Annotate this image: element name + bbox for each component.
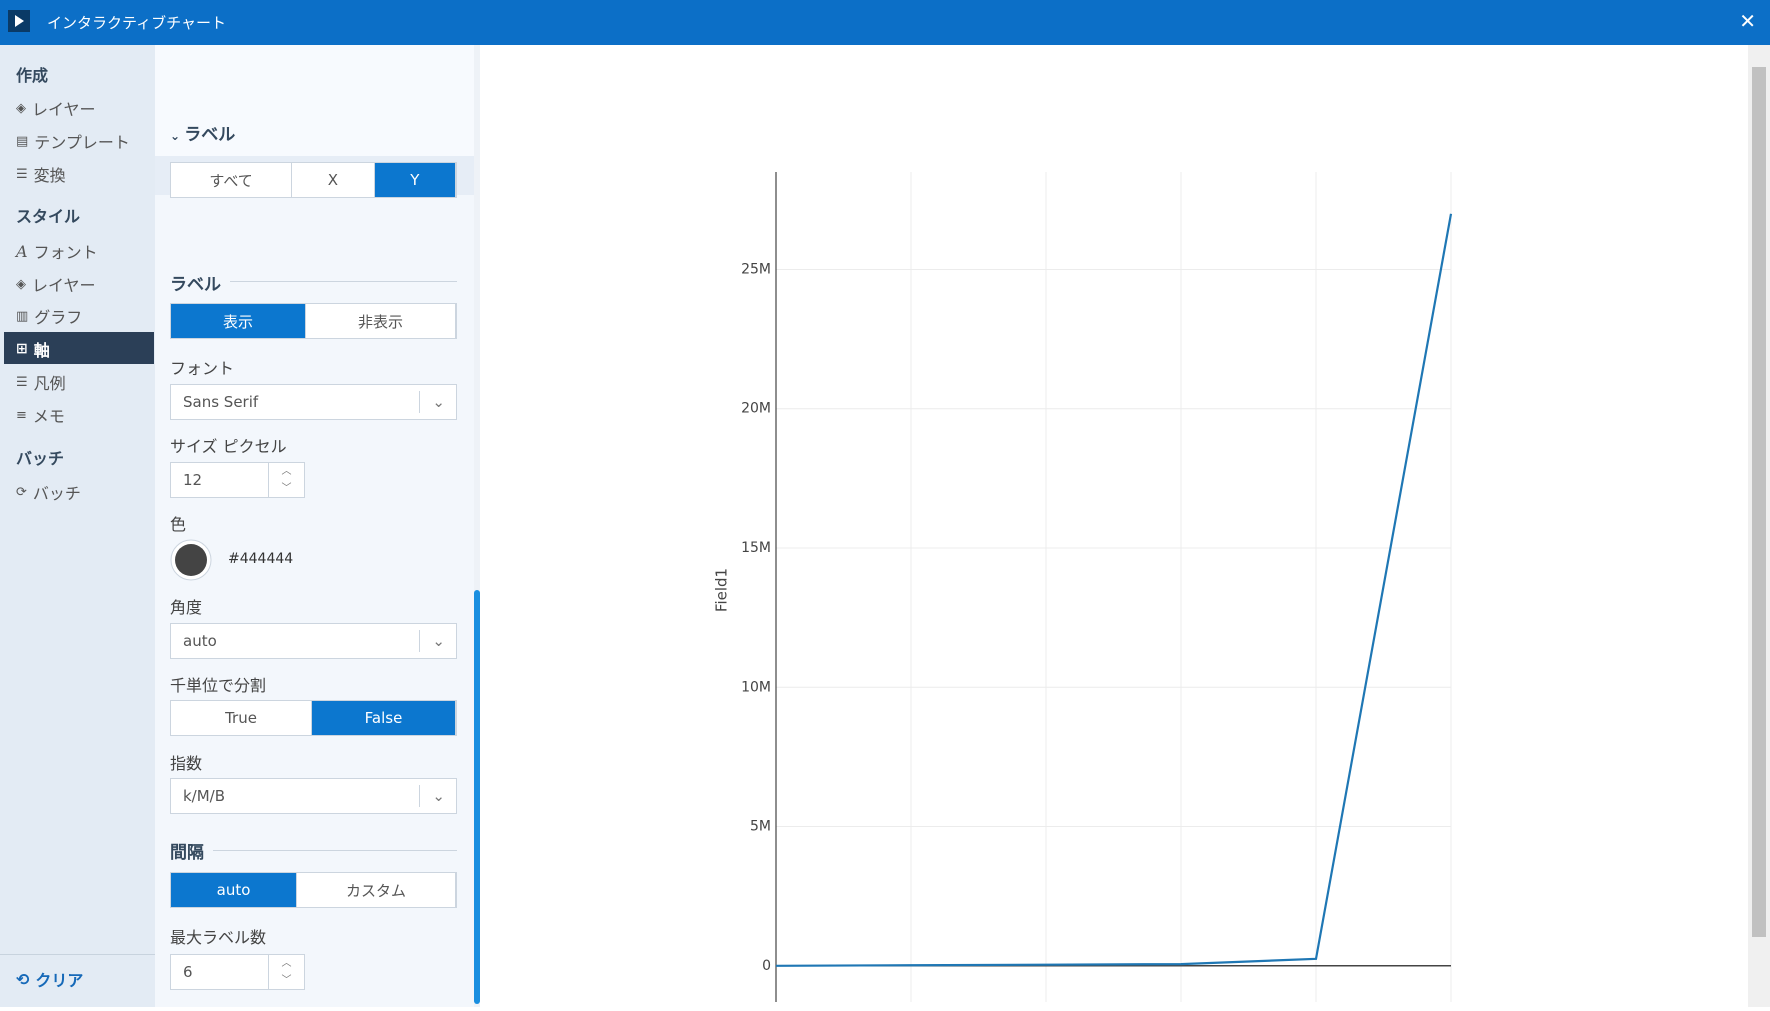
toggle-option[interactable]: カスタム [297,873,456,907]
field-label: 最大ラベル数 [170,928,267,947]
nav-section: 作成 [16,66,49,85]
select-value: Sans Serif [183,393,259,411]
chart: Field1 0 5M 10M 15M 20M 25M [713,172,1453,1002]
toggle-option[interactable]: True [171,701,313,735]
nav-item[interactable]: ≡ メモ [16,403,65,427]
nav-text: レイヤー [32,100,96,119]
nav-item[interactable]: ▤ テンプレート [16,129,130,153]
nav-item[interactable]: A フォント [16,239,98,263]
interval-toggle: auto カスタム [170,872,457,908]
field-label: フォント [170,359,235,378]
nav-selected-bg [4,332,154,364]
nav-text: 軸 [33,341,50,360]
input-value: 12 [183,471,203,489]
nav-item[interactable]: ▥ グラフ [16,304,82,328]
tab[interactable]: Y [374,163,456,197]
nav-item[interactable]: ◈ レイヤー [16,272,96,296]
y-tick-label: 0 [762,958,771,974]
window-title: インタラクティブチャート [47,14,226,32]
section-title: ⌄ ラベル [170,125,236,145]
close-button[interactable]: ✕ [1739,9,1756,33]
section-title-text: ラベル [184,125,236,145]
max-labels-input[interactable]: 6 ︿ ﹀ [170,954,305,990]
axis-tabs: すべて X Y [170,162,457,198]
y-tick-label: 5M [750,819,771,835]
heading: 間隔 [170,843,204,863]
data-line [775,213,1453,967]
nav-section: バッチ [16,449,65,468]
nav-text: 変換 [33,166,66,185]
tab[interactable]: X [292,163,375,197]
input-value: 6 [183,963,193,981]
y-tick-label: 10M [741,679,771,695]
nav-item[interactable]: ☰ 変換 [16,162,66,186]
panel-top [155,45,474,156]
color-value: #444444 [228,551,294,567]
y-tick-label: 25M [741,261,771,277]
clear-button[interactable]: ⟲ クリア [16,967,83,991]
separator [0,954,155,955]
nav-text: フォント [33,243,98,262]
nav-item[interactable]: ☰ 凡例 [16,370,66,394]
color-swatch[interactable] [169,538,213,582]
chart-scroll-thumb[interactable] [1752,67,1766,937]
toggle-option[interactable]: auto [171,873,298,907]
font-select[interactable]: Sans Serif ⌄ [170,384,457,420]
nav-item[interactable]: ◈ レイヤー [16,96,96,120]
field-label: 指数 [170,754,203,773]
y-tick-label: 20M [741,401,771,417]
y-axis-title: Field1 [713,568,731,612]
size-input[interactable]: 12 ︿ ﹀ [170,462,305,498]
toggle-option[interactable]: 表示 [171,304,307,338]
y-tick-label: 15M [741,540,771,556]
exponent-select[interactable]: k/M/B ⌄ [170,778,457,814]
chart-scrollbar [1748,45,1770,1007]
nav-section: スタイル [16,207,81,226]
nav-text: バッチ [32,484,81,503]
nav-item[interactable]: ⟳ バッチ [16,480,81,504]
scroll-track [474,45,480,1007]
toggle-option[interactable]: 非表示 [306,304,456,338]
nav-text: メモ [32,407,65,426]
select-value: k/M/B [183,787,226,805]
thousands-toggle: True False [170,700,457,736]
app-icon [8,10,30,32]
field-label: 千単位で分割 [170,676,267,695]
angle-select[interactable]: auto ⌄ [170,623,457,659]
heading-rule [230,281,457,282]
chart-area: Field1 0 5M 10M 15M 20M 25M [480,45,1748,1007]
heading: ラベル [170,275,221,295]
nav-text: グラフ [34,308,83,327]
field-label: 角度 [170,598,203,617]
nav-text: クリア [35,971,84,990]
nav-text: 凡例 [33,374,66,393]
nav-item[interactable]: ⊞ 軸 [16,337,50,361]
heading-rule [213,850,457,851]
nav-text: レイヤー [32,276,96,295]
select-value: auto [183,632,217,650]
toggle-option[interactable]: False [312,701,456,735]
tab[interactable]: すべて [171,163,293,197]
display-toggle: 表示 非表示 [170,303,457,339]
field-label: 色 [170,515,187,534]
nav-text: テンプレート [34,133,130,152]
field-label: サイズ ピクセル [170,437,287,456]
sidebar: 作成 ◈ レイヤー ▤ テンプレート ☰ 変換 スタイル A フォント ◈ レイヤー ▥ グ… [0,45,155,1007]
title-bar: インタラクティブチャート ✕ [0,0,1770,45]
scroll-thumb[interactable] [474,590,480,1004]
